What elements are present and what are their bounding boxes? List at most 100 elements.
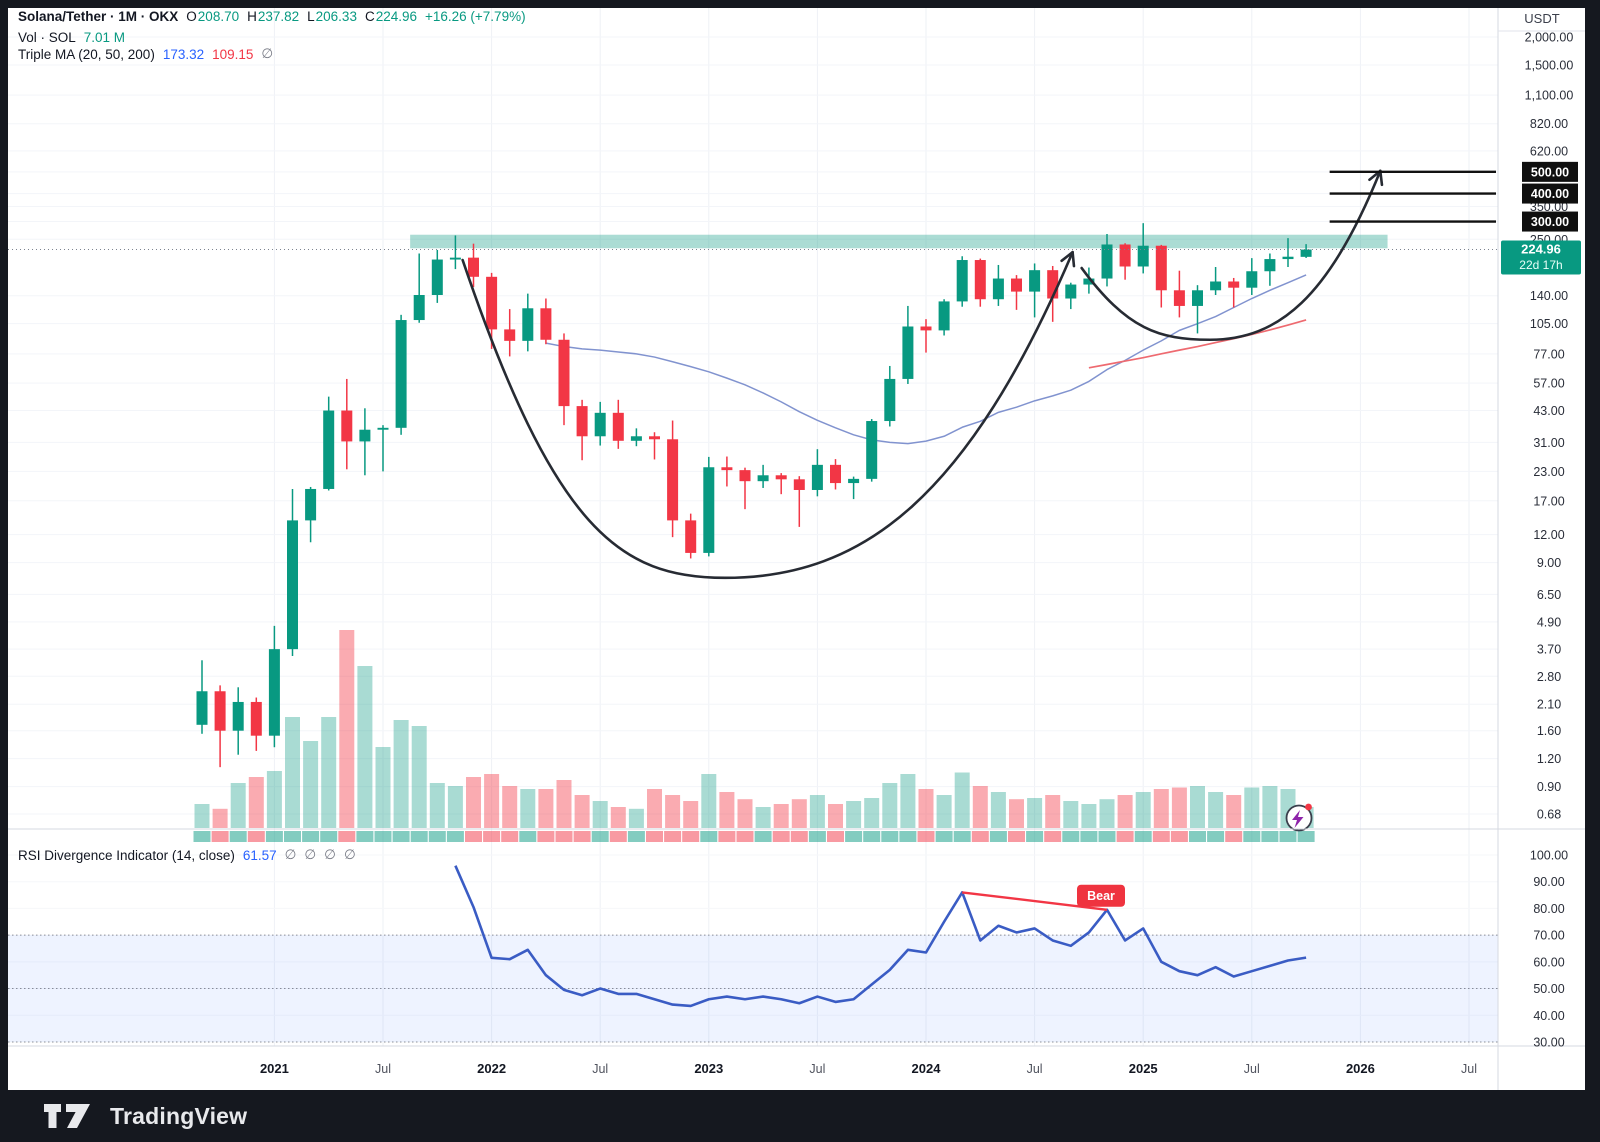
- volume-bar: [773, 804, 789, 828]
- volume-bar: [574, 795, 590, 828]
- rsi-tick-label: 80.00: [1533, 902, 1564, 916]
- symbol-legend-row[interactable]: Solana/Tether · 1M · OKX O 208.70 H 237.82…: [18, 9, 526, 24]
- price-axis[interactable]: 2,000.001,500.001,100.00820.00620.00350.…: [1501, 30, 1581, 1049]
- rsi-signal-cell: [845, 831, 863, 842]
- rsi-divergence-line[interactable]: [962, 891, 1108, 911]
- time-tick-label: Jul: [809, 1062, 825, 1076]
- time-tick-label: Jul: [592, 1062, 608, 1076]
- time-tick-label: 2025: [1129, 1061, 1158, 1076]
- price-tick-label: 3.70: [1537, 643, 1561, 657]
- volume-bar: [375, 747, 391, 828]
- rsi-empty-4: ∅: [343, 847, 356, 862]
- bear-signal-badge[interactable]: [1077, 884, 1125, 907]
- symbol-title: Solana/Tether · 1M · OKX: [18, 9, 179, 24]
- price-tick-label: 23.00: [1533, 465, 1564, 479]
- candle-body: [341, 410, 353, 442]
- candle-body: [576, 406, 588, 437]
- volume-layer: [194, 630, 1314, 828]
- rsi-signal-cell: [935, 831, 953, 842]
- candle-body: [721, 467, 733, 471]
- rsi-signal-cell: [917, 831, 935, 842]
- volume-bar: [1244, 787, 1260, 828]
- candle-body: [974, 260, 986, 300]
- rsi-signal-cell: [1152, 831, 1170, 842]
- price-tick-label: 6.50: [1537, 588, 1561, 602]
- volume-bar: [972, 786, 988, 828]
- tradingview-wordmark[interactable]: TradingView: [110, 1102, 248, 1129]
- volume-bar: [1027, 798, 1043, 828]
- candle-body: [1047, 270, 1059, 299]
- rsi-tick-label: 30.00: [1533, 1035, 1564, 1049]
- rsi-signal-cell: [1098, 831, 1116, 842]
- candle-body: [830, 464, 841, 484]
- rsi-signal-cell: [284, 831, 301, 842]
- volume-bar: [1171, 787, 1187, 828]
- candle-body: [250, 701, 262, 736]
- triple-ma-legend-row[interactable]: Triple MA (20, 50, 200) 173.32 109.15 ∅: [18, 46, 273, 62]
- candle-body: [956, 260, 968, 302]
- rsi-signal-cell: [736, 831, 754, 842]
- volume-bar: [484, 774, 500, 828]
- candle-body: [486, 276, 498, 330]
- price-tick-label: 140.00: [1530, 289, 1568, 303]
- price-tick-label: 620.00: [1530, 144, 1568, 158]
- price-tick-label: 12.00: [1533, 528, 1564, 542]
- rsi-signal-cell: [229, 831, 247, 842]
- candle-body: [305, 488, 317, 521]
- time-tick-label: Jul: [1461, 1062, 1477, 1076]
- cup-pattern-drawing[interactable]: [461, 250, 1074, 580]
- price-tick-label: 105.00: [1530, 317, 1568, 331]
- target-price-badge[interactable]: [1522, 183, 1578, 204]
- volume-bar: [628, 808, 644, 828]
- tradingview-logo-icon[interactable]: [44, 1101, 94, 1131]
- candle-body: [232, 701, 244, 731]
- target-price-badge[interactable]: [1522, 161, 1578, 182]
- rsi-signal-cell: [700, 831, 718, 842]
- target-price-badge-text: 400.00: [1531, 187, 1569, 201]
- volume-legend-row[interactable]: Vol · SOL 7.01 M: [18, 30, 125, 45]
- candle-body: [1155, 245, 1167, 291]
- rsi-signal-strip: [193, 831, 1315, 842]
- volume-bar: [1262, 786, 1278, 828]
- rsi-signal-cell: [1116, 831, 1134, 842]
- rsi-signal-cell: [247, 831, 265, 842]
- volume-bar: [466, 777, 481, 828]
- volume-bar: [266, 771, 282, 828]
- bear-signal-text: Bear: [1087, 889, 1115, 903]
- target-price-badge[interactable]: [1522, 211, 1578, 232]
- rsi-signal-cell: [392, 831, 410, 842]
- candle-body: [359, 429, 371, 442]
- ma50-value: 109.15: [212, 46, 254, 62]
- current-price-badge[interactable]: [1501, 240, 1581, 275]
- candle-body: [1101, 244, 1113, 279]
- price-tick-label: 77.00: [1533, 347, 1564, 361]
- rsi-signal-cell: [410, 831, 428, 842]
- candle-body: [268, 649, 280, 736]
- rsi-signal-cell: [827, 831, 844, 842]
- rsi-signal-cell: [646, 831, 663, 842]
- handle-breakout-arrow-arrowhead: [1379, 169, 1384, 187]
- lightning-marker-icon[interactable]: [1285, 803, 1313, 832]
- rsi-indicator-label: RSI Divergence Indicator (14, close): [18, 847, 235, 863]
- footer-bar: TradingView: [0, 1090, 1600, 1142]
- rsi-signal-cell: [465, 831, 482, 842]
- rsi-signal-cell: [573, 831, 591, 842]
- handle-breakout-arrow[interactable]: [1080, 169, 1382, 342]
- ohlc-high: H 237.82: [247, 9, 300, 24]
- candle-body: [214, 691, 226, 731]
- volume-bar: [701, 774, 717, 828]
- price-axis-currency-label[interactable]: USDT: [1524, 11, 1560, 26]
- candle-body: [594, 412, 606, 437]
- candle-body: [468, 257, 479, 277]
- resistance-zone[interactable]: [410, 234, 1388, 249]
- rsi-signal-cell: [428, 831, 446, 842]
- volume-bar: [303, 741, 319, 828]
- time-axis[interactable]: 2021 Jul 2022 Jul 2023 Jul 2024 Jul 2025 Jul 2026 J…: [260, 1061, 1477, 1076]
- rsi-signal-cell: [1170, 831, 1188, 842]
- rsi-legend-row[interactable]: RSI Divergence Indicator (14, close) 61.…: [18, 847, 356, 863]
- rsi-signal-cell: [302, 831, 320, 842]
- rsi-signal-cell: [1062, 831, 1080, 842]
- rsi-signal-cell: [1297, 831, 1315, 842]
- time-tick-label: 2026: [1346, 1061, 1375, 1076]
